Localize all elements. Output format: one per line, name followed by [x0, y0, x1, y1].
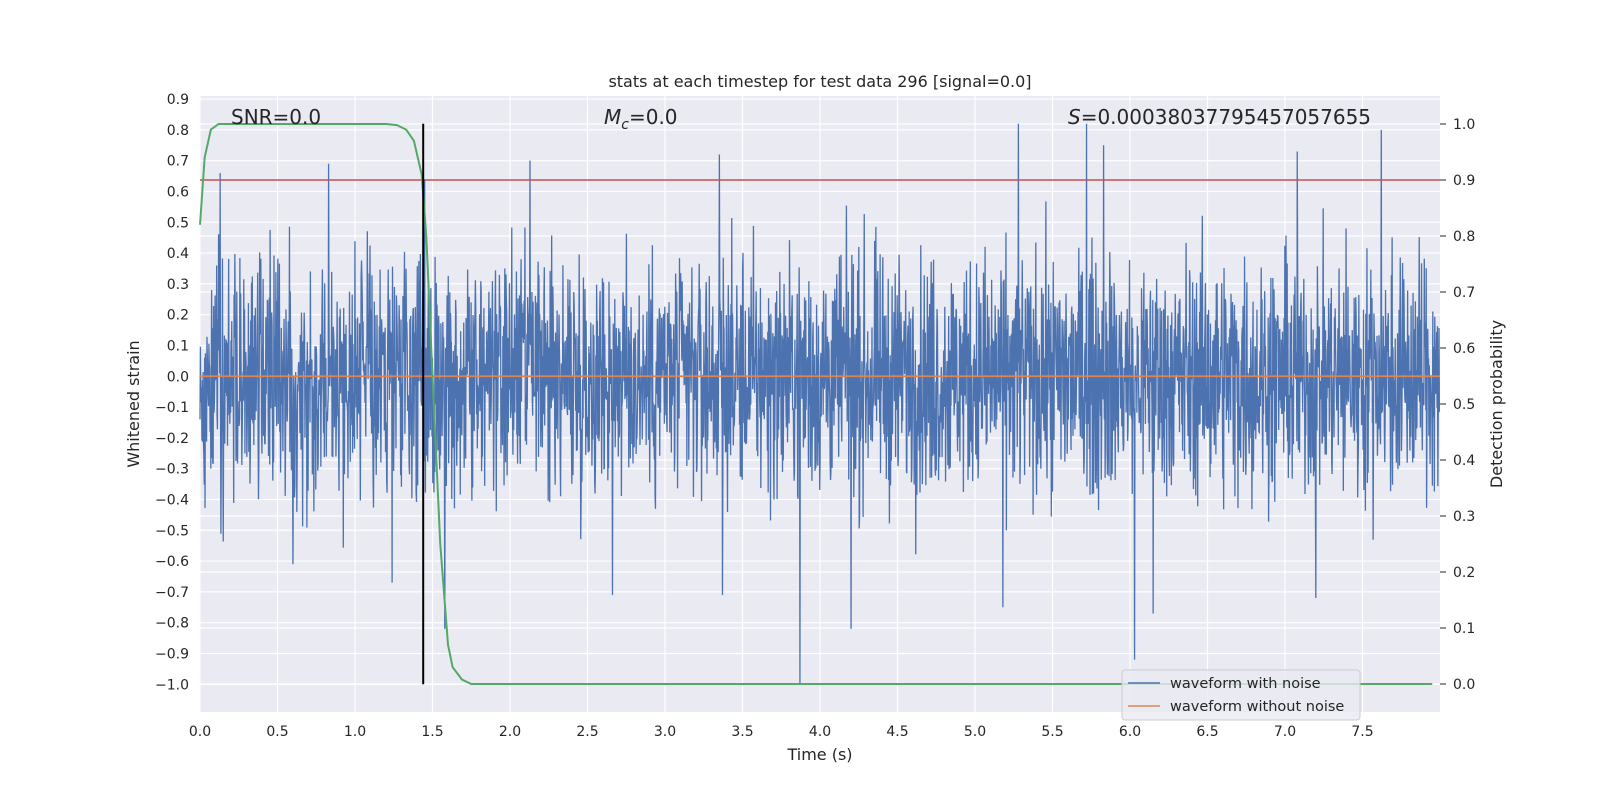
y-tick-label: −0.7	[155, 585, 189, 601]
y-tick-label: 0.8	[167, 123, 189, 139]
y-tick-label: −0.9	[155, 646, 189, 662]
x-tick-label: 6.5	[1196, 724, 1218, 740]
y-right-tick-label: 0.3	[1453, 509, 1475, 525]
x-tick-label: 4.0	[809, 724, 831, 740]
x-tick-label: 1.5	[421, 724, 443, 740]
x-tick-label: 5.5	[1041, 724, 1063, 740]
x-tick-label: 6.0	[1119, 724, 1141, 740]
ticks: 0.0 0.5 1.0 1.5 2.0 2.5 3.0 3.5 4.0 4.5 5.0 5.5 6.0 6…	[155, 92, 1475, 740]
x-tick-label: 0.0	[189, 724, 211, 740]
chart-title: stats at each timestep for test data 296…	[608, 72, 1031, 91]
y-right-tick-label: 0.6	[1453, 341, 1475, 357]
series-detection-probability	[199, 123, 1433, 685]
legend: waveform with noise waveform without noi…	[1121, 669, 1361, 721]
y-right-tick-label: 1.0	[1453, 117, 1475, 133]
y-tick-label: −0.6	[155, 554, 189, 570]
x-tick-label: 5.0	[964, 724, 986, 740]
x-tick-label: 3.5	[731, 724, 753, 740]
mc-symbol: M	[604, 105, 621, 129]
mc-annotation: Mc=0.0	[604, 105, 678, 133]
y-right-tick-label: 0.7	[1453, 285, 1475, 301]
y-axis-label: Whitened strain	[124, 340, 143, 467]
y-tick-label: 0.9	[167, 92, 189, 108]
y-right-tick-label: 0.5	[1453, 397, 1475, 413]
x-tick-label: 0.5	[266, 724, 288, 740]
y-tick-label: −0.3	[155, 462, 189, 478]
y-right-tick-label: 0.1	[1453, 621, 1475, 637]
y-right-tick-label: 0.8	[1453, 229, 1475, 245]
mc-subscript: c	[621, 117, 629, 133]
y-right-tick-label: 0.4	[1453, 453, 1475, 469]
legend-label-clean: waveform without noise	[1170, 699, 1344, 715]
y-tick-label: −0.5	[155, 523, 189, 539]
s-value: =0.00038037795457057655	[1081, 105, 1371, 129]
y-tick-label: −1.0	[155, 677, 189, 693]
y-tick-label: 0.2	[167, 308, 189, 324]
x-tick-label: 2.0	[499, 724, 521, 740]
y-tick-label: 0.7	[167, 154, 189, 170]
x-axis-label: Time (s)	[786, 745, 852, 764]
s-annotation: S=0.00038037795457057655	[1068, 105, 1371, 129]
y-tick-label: 0.1	[167, 338, 189, 354]
y-tick-label: 0.3	[167, 277, 189, 293]
x-tick-label: 7.0	[1274, 724, 1296, 740]
x-tick-label: 4.5	[886, 724, 908, 740]
y-tick-label: 0.4	[167, 246, 189, 262]
x-tick-label: 2.5	[576, 724, 598, 740]
legend-label-noise: waveform with noise	[1170, 676, 1321, 692]
x-tick-label: 7.5	[1351, 724, 1373, 740]
y-tick-label: 0.5	[167, 215, 189, 231]
y-right-tick-label: 0.2	[1453, 565, 1475, 581]
y-tick-label: −0.1	[155, 400, 189, 416]
y-tick-label: 0.0	[167, 369, 189, 385]
y-right-tick-label: 0.0	[1453, 677, 1475, 693]
lines	[199, 123, 1440, 685]
x-tick-label: 1.0	[344, 724, 366, 740]
noise-series	[199, 123, 1441, 685]
y-tick-label: 0.6	[167, 184, 189, 200]
y-axis-label-right: Detection probability	[1487, 320, 1506, 488]
x-tick-label: 3.0	[654, 724, 676, 740]
y-right-tick-label: 0.9	[1453, 173, 1475, 189]
y-tick-label: −0.8	[155, 616, 189, 632]
s-symbol: S	[1068, 105, 1081, 129]
mc-value: =0.0	[629, 105, 678, 129]
series-waveform-with-noise	[199, 123, 1441, 685]
snr-annotation: SNR=0.0	[231, 105, 321, 129]
y-tick-label: −0.2	[155, 431, 189, 447]
y-tick-label: −0.4	[155, 492, 189, 508]
